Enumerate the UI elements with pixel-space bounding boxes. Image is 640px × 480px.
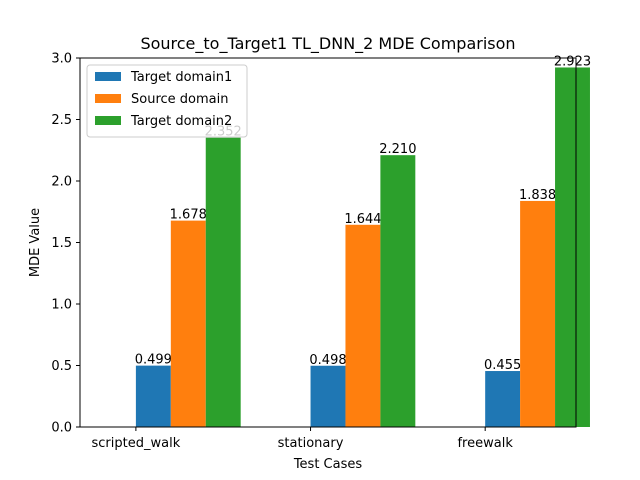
axes-frame: [79, 57, 577, 428]
y-tick-label: 0.5: [51, 359, 72, 374]
bar-value-label: 0.499: [135, 353, 172, 368]
y-tick-label: 3.0: [51, 52, 72, 67]
legend-label: Target domain2: [130, 114, 232, 129]
x-tick-label: scripted_walk: [92, 436, 181, 451]
legend-box: [86, 64, 248, 138]
y-tick-label: 0.0: [51, 421, 72, 436]
bar: [380, 155, 416, 428]
plot-area: 0.4990.4980.4551.6781.6441.8382.3522.210…: [135, 54, 591, 428]
chart-title: Source_to_Target1 TL_DNN_2 MDE Compariso…: [140, 34, 515, 54]
y-tick-label: 1.5: [51, 236, 72, 251]
legend-label: Source domain: [131, 92, 228, 107]
legend-swatch: [95, 94, 121, 103]
y-tick-label: 2.5: [51, 113, 72, 128]
legend-swatch: [95, 116, 121, 125]
bar-value-label: 0.498: [309, 353, 346, 368]
bar: [485, 371, 521, 427]
legend-swatch: [95, 72, 121, 81]
x-tick-label: stationary: [278, 436, 344, 451]
bar-value-label: 0.455: [484, 358, 521, 373]
bar: [310, 365, 346, 427]
bar: [205, 137, 241, 427]
y-tick-label: 1.0: [51, 298, 72, 313]
axis-ticks: scripted_walk stationary freewalk 0.0 0.5 1.0…: [51, 52, 513, 452]
bar: [170, 220, 206, 427]
bar: [135, 365, 171, 427]
bar: [520, 200, 556, 427]
y-axis-label: MDE Value: [28, 208, 43, 277]
legend: Target domain1 Source domain Target domain…: [86, 64, 248, 138]
bar-value-label: 1.644: [344, 212, 381, 227]
bar-value-label: 1.838: [519, 188, 556, 203]
bar: [345, 224, 381, 427]
y-tick-label: 2.0: [51, 175, 72, 190]
bar-value-label: 1.678: [170, 208, 207, 223]
bar-value-label: 2.923: [554, 54, 591, 69]
bar: [555, 67, 590, 427]
legend-label: Target domain1: [130, 70, 232, 85]
bar-value-label: 2.210: [379, 142, 416, 157]
x-axis-label: Test Cases: [293, 457, 363, 472]
x-tick-label: freewalk: [457, 436, 513, 451]
